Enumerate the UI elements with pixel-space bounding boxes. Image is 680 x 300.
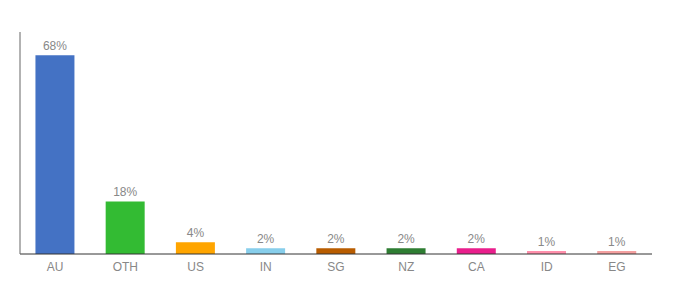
svg-text:1%: 1% xyxy=(608,235,626,249)
svg-text:4%: 4% xyxy=(187,226,205,240)
svg-text:2%: 2% xyxy=(257,232,275,246)
svg-text:IN: IN xyxy=(260,260,272,274)
svg-text:ID: ID xyxy=(541,260,553,274)
svg-text:2%: 2% xyxy=(327,232,345,246)
svg-text:SG: SG xyxy=(327,260,344,274)
svg-text:EG: EG xyxy=(608,260,625,274)
svg-text:CA: CA xyxy=(468,260,485,274)
svg-text:US: US xyxy=(187,260,204,274)
svg-text:2%: 2% xyxy=(397,232,415,246)
svg-text:NZ: NZ xyxy=(398,260,414,274)
svg-text:2%: 2% xyxy=(468,232,486,246)
svg-text:OTH: OTH xyxy=(113,260,138,274)
svg-text:AU: AU xyxy=(47,260,64,274)
svg-text:18%: 18% xyxy=(113,185,137,199)
svg-text:68%: 68% xyxy=(43,39,67,53)
svg-text:1%: 1% xyxy=(538,235,556,249)
